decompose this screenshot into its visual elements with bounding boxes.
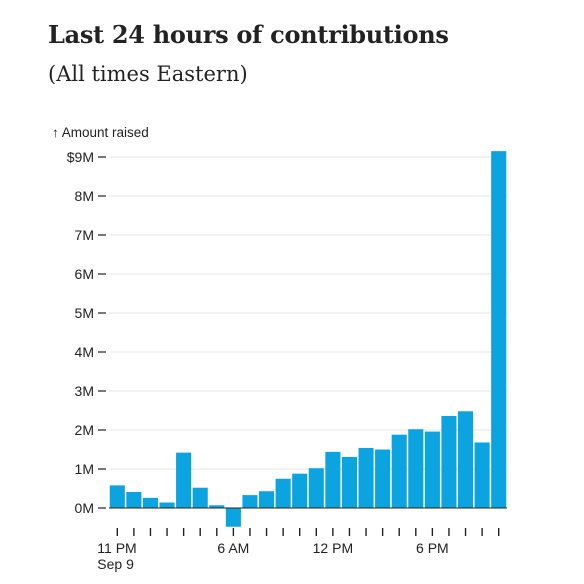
bar [491, 151, 507, 508]
bar [424, 431, 440, 508]
bar [209, 505, 225, 508]
y-tick-label: 3M [75, 383, 94, 399]
bars [109, 151, 507, 527]
bar [358, 447, 374, 508]
y-axis: 0M 1M 2M 3M 4M 5M 6M 7M 8M $9M [67, 149, 106, 516]
y-tick-label: 5M [75, 305, 94, 321]
y-axis-label: ↑ Amount raised [52, 125, 149, 140]
bar [308, 468, 324, 508]
y-tick-label: 1M [75, 461, 94, 477]
y-tick-label: $9M [67, 149, 94, 165]
x-tick-label: 12 PM [313, 540, 353, 556]
bar [126, 492, 142, 508]
x-tick-label: 6 PM [416, 540, 449, 556]
bar [275, 478, 291, 508]
chart-subtitle: (All times Eastern) [48, 62, 248, 86]
y-tick-label: 8M [75, 188, 94, 204]
x-tick-label: 11 PM [97, 540, 136, 556]
bar [242, 495, 258, 508]
chart-title: Last 24 hours of contributions [48, 20, 449, 49]
y-tick-label: 6M [75, 266, 94, 282]
bar [325, 451, 341, 508]
bar [341, 456, 357, 508]
bar [391, 434, 407, 508]
bar [441, 415, 457, 508]
bar [109, 485, 125, 508]
bar [474, 442, 490, 508]
grid-lines [109, 156, 507, 470]
bar [458, 411, 474, 508]
bar [159, 502, 175, 508]
bar [259, 491, 275, 508]
y-tick-label: 0M [75, 500, 94, 516]
x-tick-label: 6 AM [217, 540, 249, 556]
bar [176, 452, 192, 508]
y-tick-label: 7M [75, 227, 94, 243]
bar [142, 497, 158, 508]
bar [408, 429, 424, 508]
bar [292, 473, 308, 508]
bar [225, 508, 241, 527]
x-tick-label: Sep 9 [97, 556, 134, 572]
bar [375, 449, 391, 508]
y-tick-label: 2M [75, 422, 94, 438]
y-tick-label: 4M [75, 344, 94, 360]
bar [192, 487, 208, 508]
